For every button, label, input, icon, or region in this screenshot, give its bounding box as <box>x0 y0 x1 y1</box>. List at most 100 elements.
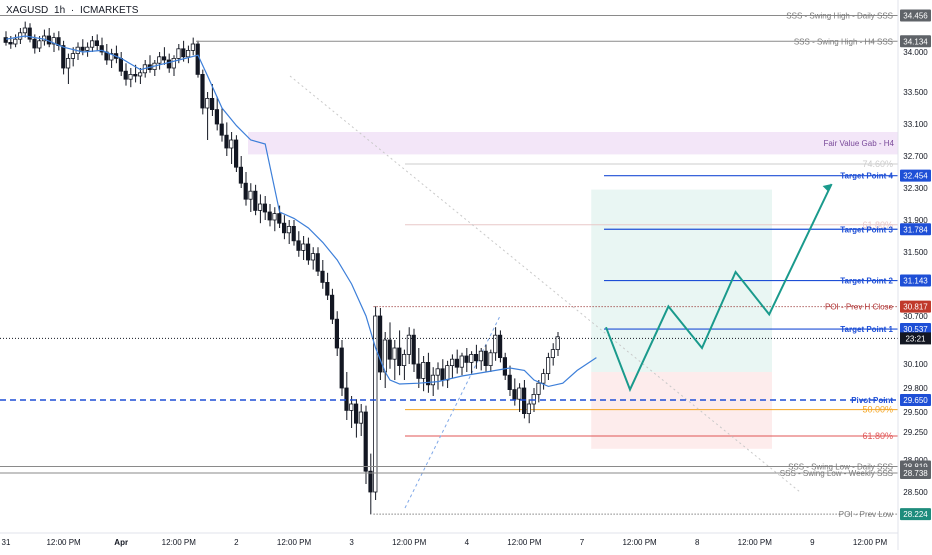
current-price-text: 23:21 <box>905 334 926 343</box>
y-tick-label: 30.700 <box>903 312 928 321</box>
candle-body <box>445 365 450 381</box>
x-tick-label: 12:00 PM <box>507 538 542 547</box>
candle <box>387 322 392 369</box>
candle-body <box>277 213 282 224</box>
level-label: SSS - Swing Low - Daily SSS <box>788 462 893 471</box>
candle-body <box>66 58 71 69</box>
candle <box>171 55 176 76</box>
candle <box>454 349 460 374</box>
fib-label: 61.80% <box>862 431 893 441</box>
candle-body <box>85 46 90 51</box>
x-tick-label: 12:00 PM <box>277 538 312 547</box>
price-tag-text: 31.143 <box>903 277 928 286</box>
price-tag: 32.454 <box>900 169 931 182</box>
candle <box>286 220 292 244</box>
candle-body <box>224 134 229 149</box>
candle-body <box>358 411 364 424</box>
candle-body <box>368 470 373 493</box>
candle <box>3 31 8 46</box>
candle <box>493 327 498 361</box>
candle-body <box>536 382 541 395</box>
candle-body <box>325 281 330 296</box>
candle-body <box>522 387 527 415</box>
candle <box>305 237 311 265</box>
y-tick-label: 31.500 <box>903 248 928 257</box>
candle <box>353 399 359 438</box>
candle-body <box>272 213 277 221</box>
candle <box>478 348 484 371</box>
candle-body <box>555 336 560 350</box>
candle-body <box>449 358 455 367</box>
level-label: SSS - Swing Low - Weekly SSS <box>780 469 893 478</box>
candle <box>219 108 224 142</box>
candle <box>358 404 364 436</box>
candle <box>90 36 95 52</box>
candle-body <box>267 211 272 221</box>
symbol-title: XAGUSD 1h · ICMARKETS <box>6 5 139 16</box>
candle <box>214 96 219 131</box>
candle-body <box>200 74 205 109</box>
fib-label: 50.00% <box>862 405 893 415</box>
candle <box>185 45 191 64</box>
candle <box>469 351 474 374</box>
price-tag-text: 32.454 <box>903 172 928 181</box>
candle-body <box>27 27 32 40</box>
candle <box>421 356 426 392</box>
candle <box>435 362 440 390</box>
candle <box>425 352 431 393</box>
candle-body <box>51 37 56 45</box>
candle-body <box>80 46 85 51</box>
candle <box>512 378 517 406</box>
level-label: SSS - Swing High - Daily SSS <box>786 12 893 21</box>
timeframe-label: 1h <box>54 5 65 16</box>
level-label: Pivot Point <box>851 396 893 405</box>
x-tick-label: 9 <box>810 538 815 547</box>
y-tick-label: 34.000 <box>903 48 928 57</box>
y-tick-label: 28.500 <box>903 488 928 497</box>
candle <box>61 40 66 75</box>
candle-body <box>320 270 325 283</box>
candle <box>368 453 373 515</box>
candle <box>517 383 522 412</box>
candle-body <box>541 373 546 384</box>
candle <box>459 352 464 376</box>
price-tag-bg <box>900 300 931 313</box>
candle-body <box>497 334 503 359</box>
candle-body <box>411 334 416 365</box>
candle-body <box>61 45 66 69</box>
candle <box>363 405 368 484</box>
x-tick-label: 12:00 PM <box>853 538 888 547</box>
candle-body <box>430 374 436 386</box>
candle-body <box>291 225 296 242</box>
x-tick-label: 12:00 PM <box>622 538 657 547</box>
candle-body <box>181 48 186 58</box>
candle-body <box>339 347 344 389</box>
candle-body <box>3 37 8 43</box>
y-tick-label: 30.100 <box>903 360 928 369</box>
y-tick-label: 32.700 <box>903 152 928 161</box>
level-label: Target Point 3 <box>840 225 893 234</box>
candle <box>17 28 23 44</box>
candle <box>301 236 306 260</box>
candle-body <box>128 74 133 80</box>
price-tag-text: 28.224 <box>903 510 928 519</box>
candle <box>349 396 354 428</box>
candle-body <box>109 53 114 61</box>
candle-body <box>507 374 512 391</box>
candle <box>99 37 104 56</box>
candle-body <box>238 166 243 184</box>
candle <box>94 34 99 51</box>
candle <box>320 260 325 289</box>
candle-body <box>464 355 469 363</box>
candle <box>449 354 455 379</box>
candle <box>262 196 268 220</box>
candle-body <box>229 139 234 149</box>
candle <box>392 340 397 380</box>
x-tick-label: 4 <box>465 538 470 547</box>
candle <box>267 204 272 227</box>
candle <box>133 64 138 83</box>
candle <box>80 39 85 56</box>
price-tag: 28.738 <box>900 466 931 479</box>
